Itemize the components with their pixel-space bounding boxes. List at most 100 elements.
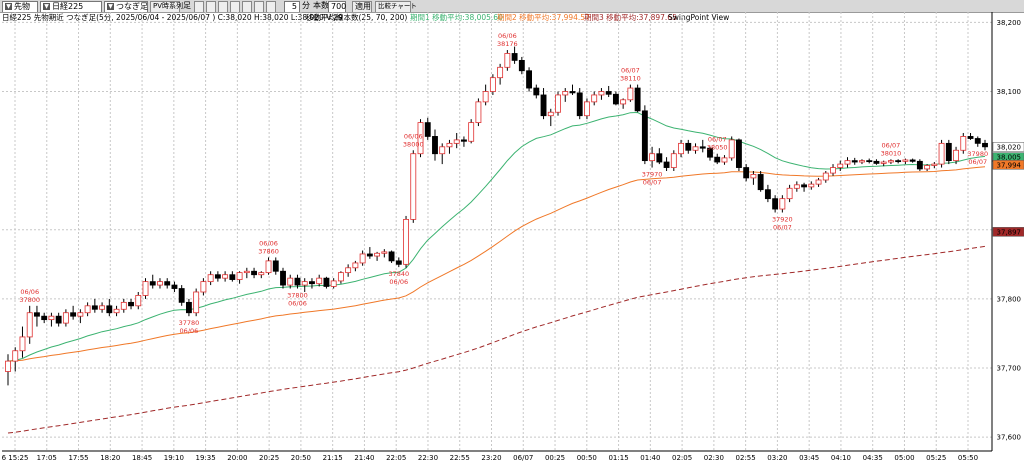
candle-body — [837, 163, 844, 168]
swing-price-label: 37860 — [258, 247, 279, 255]
candle-body — [591, 94, 598, 103]
chart-type-button[interactable] — [206, 1, 216, 12]
candle-body — [707, 147, 713, 158]
x-tick-label: 21:15 — [323, 454, 343, 462]
candle-body — [815, 179, 822, 185]
candle-body — [764, 189, 771, 200]
candle-body — [439, 146, 446, 155]
x-tick-label: 01:15 — [608, 454, 628, 462]
candle-body — [55, 315, 62, 324]
toolbar: ▼ 先物 ▼ 日経225 ▼ つなぎ足 PV時系列 足 5 分 本数 700 適用 比… — [0, 0, 1024, 13]
x-tick-label: 23:20 — [481, 454, 501, 462]
candle-body — [714, 156, 721, 163]
chart-type-button[interactable] — [194, 1, 204, 12]
swing-price-label: 37780 — [179, 319, 200, 327]
candle-body — [518, 59, 525, 72]
candle-body — [859, 160, 865, 163]
candle-body — [272, 260, 279, 272]
chart-type-button[interactable] — [254, 1, 264, 12]
chart-type-button[interactable] — [266, 1, 276, 12]
candle-body — [540, 94, 547, 117]
apply-button[interactable]: 適用 — [352, 1, 372, 12]
interval-input[interactable]: 5 — [284, 1, 300, 12]
bar-type-select[interactable]: ▼ つなぎ足 — [104, 1, 148, 12]
swing-date-label: 06/07 — [643, 179, 662, 187]
candle-body — [19, 336, 26, 352]
swing-price-label: 37800 — [19, 296, 40, 304]
price-tag-label: 37,994 — [997, 161, 1022, 169]
mode-button[interactable]: PV時系列 — [150, 1, 183, 12]
candle-body — [728, 139, 735, 159]
chevron-down-icon: ▼ — [107, 3, 114, 10]
candle-body — [562, 91, 569, 96]
candle-body — [330, 280, 337, 287]
compare-chart-button[interactable]: 比較チャート — [375, 1, 417, 12]
candle-body — [873, 160, 880, 164]
x-tick-label: 03:45 — [799, 454, 819, 462]
x-tick-label: 22:55 — [450, 454, 470, 462]
swing-price-label: 37920 — [772, 215, 793, 223]
candle-body — [511, 53, 518, 61]
ma-line-3 — [7, 245, 986, 434]
candle-body — [106, 305, 113, 314]
x-tick-label: 02:30 — [704, 454, 724, 462]
candle-body — [171, 284, 178, 289]
type-select[interactable]: ▼ 先物 — [2, 1, 38, 12]
candle-body — [135, 295, 142, 307]
price-tag-label: 38,005 — [997, 154, 1022, 162]
swing-date-label: 06/06 — [498, 32, 517, 40]
candle-body — [417, 122, 424, 155]
x-tick-label: 17:55 — [68, 454, 88, 462]
candle-body — [931, 163, 938, 166]
candle-body — [685, 142, 692, 151]
price-tag — [992, 227, 1024, 237]
candle-body — [605, 91, 612, 95]
x-tick-label: 6 15:25 — [2, 454, 29, 462]
candle-body — [982, 142, 988, 148]
x-tick-label: 01:40 — [640, 454, 660, 462]
x-tick-label: 17:05 — [37, 454, 57, 462]
candle-body — [84, 305, 91, 314]
candle-body — [185, 301, 192, 314]
ma-period-label: 移動平均線本数(25, 70, 200) — [306, 13, 408, 22]
candle-body — [475, 101, 482, 124]
chart-type-button[interactable] — [230, 1, 240, 12]
candle-body — [663, 161, 670, 168]
candle-body — [576, 92, 583, 117]
candle-body — [26, 312, 33, 338]
candle-body — [164, 281, 171, 286]
y-tick-label: 38,200 — [997, 19, 1022, 27]
swing-date-label: 06/07 — [708, 136, 727, 144]
chart-type-button[interactable] — [218, 1, 228, 12]
x-tick-label: 06/07 — [513, 454, 533, 462]
swing-price-label: 38050 — [707, 144, 728, 152]
candle-body — [91, 305, 98, 310]
candle-body — [193, 291, 200, 314]
candle-body — [793, 184, 800, 189]
candle-body — [909, 159, 916, 162]
ma1-legend: 期間1 移動平均:38,005.60 — [410, 13, 503, 22]
candle-body — [895, 160, 902, 163]
swing-date-label: 06/07 — [968, 158, 987, 166]
x-tick-label: 05:50 — [958, 454, 978, 462]
interval-unit: 分 — [302, 1, 310, 10]
candle-body — [200, 281, 207, 293]
x-tick-label: 04:10 — [831, 454, 851, 462]
chart-type-button[interactable] — [242, 1, 252, 12]
swing-price-label: 38010 — [881, 149, 902, 157]
swing-date-label: 06/06 — [20, 288, 39, 296]
count-input[interactable]: 700 — [328, 1, 346, 12]
candle-body — [432, 136, 438, 155]
x-tick-label: 00:50 — [577, 454, 597, 462]
x-tick-label: 19:35 — [196, 454, 216, 462]
symbol-select[interactable]: ▼ 日経225 — [40, 1, 102, 12]
candle-body — [316, 277, 323, 285]
candle-body — [142, 281, 149, 296]
candle-body — [772, 198, 779, 210]
candle-body — [229, 274, 236, 280]
x-tick-label: 20:50 — [291, 454, 311, 462]
candle-body — [620, 99, 627, 105]
price-tag — [992, 160, 1024, 170]
price-tag-label: 37,897 — [997, 228, 1022, 236]
